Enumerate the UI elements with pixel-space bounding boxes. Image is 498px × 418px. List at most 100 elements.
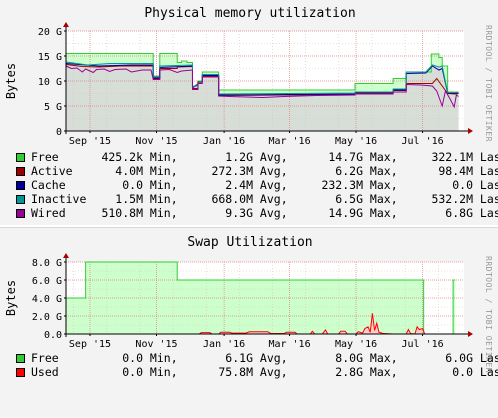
legend-min-value: 425.2k (101, 150, 143, 164)
legend-min-label: Min, (143, 192, 178, 206)
legend-name: Free (31, 351, 59, 365)
legend-last-value: 0.0 (452, 365, 473, 379)
legend-avg-value: 75.8M (218, 365, 253, 379)
chart-1-xtick-label: Mar '16 (268, 136, 310, 147)
chart-2-xtick-label: Nov '15 (135, 339, 177, 350)
legend-avg-label: Avg, (253, 164, 288, 178)
swap-graph-panel: Swap Utilization RRDTOOL / TOBI OETIKER 0.… (0, 227, 498, 418)
chart-2-watermark: RRDTOOL / TOBI OETIKER (484, 256, 493, 373)
chart-2-xtick-label: Jul '16 (401, 339, 443, 350)
legend-min-label: Min, (143, 164, 178, 178)
chart-2-ytick-label: 6.0 G (32, 276, 62, 287)
legend-last-label: Last (479, 150, 498, 164)
legend-min-value: 0.0 (122, 365, 143, 379)
legend-name: Inactive (31, 192, 87, 206)
chart-1-series-wired-line (65, 65, 459, 109)
chart-1-xtick-label: Nov '15 (135, 136, 177, 147)
legend-last-label: Last (479, 206, 498, 220)
chart-2-xtick-label: Mar '16 (268, 339, 310, 350)
legend-row-cache: Cache 0.0 Min, 2.4M Avg, 232.3M Max, 0.0 Las… (16, 178, 498, 192)
legend-max-label: Max, (363, 365, 398, 379)
legend-row-free: Free 425.2k Min, 1.2G Avg, 14.7G Max, 322.1M… (16, 150, 498, 164)
chart-1-ytick-label: 5 G (44, 102, 62, 113)
legend-last-value: 0.0 (452, 178, 473, 192)
chart-2-ylabel: Bytes (4, 280, 18, 316)
legend-row-used: Used 0.0 Min, 75.8M Avg, 2.8G Max, 0.0 Last (16, 365, 498, 379)
chart-1-x-axis-arrow (468, 128, 473, 134)
legend-max-label: Max, (363, 206, 398, 220)
legend-last-label: Last (479, 164, 498, 178)
legend-row-wired: Wired 510.8M Min, 9.3G Avg, 14.9G Max, 6.8G … (16, 206, 498, 220)
chart-1-used-area (66, 62, 459, 131)
memory-chart: Physical memory utilization RRDTOOL / TOB… (4, 6, 493, 147)
legend-last-label: Last (479, 192, 498, 206)
legend-max-value: 8.0G (335, 351, 363, 365)
chart-2-x-axis-arrow (468, 331, 473, 337)
legend-name: Cache (31, 178, 66, 192)
legend-avg-value: 9.3G (225, 206, 253, 220)
legend-avg-label: Avg, (253, 178, 288, 192)
legend-avg-value: 6.1G (225, 351, 253, 365)
legend-max-value: 6.5G (335, 192, 363, 206)
chart-1-xtick-label: Jul '16 (401, 136, 443, 147)
legend-min-value: 4.0M (115, 164, 143, 178)
memory-graph-panel: Physical memory utilization RRDTOOL / TOB… (0, 0, 498, 225)
legend-max-label: Max, (363, 178, 398, 192)
legend-max-value: 232.3M (321, 178, 363, 192)
chart-2-xtick-label: Sep '15 (69, 339, 111, 350)
legend-max-value: 14.9G (328, 206, 363, 220)
legend-swatch (16, 166, 25, 176)
legend-last-value: 6.0G (445, 351, 473, 365)
legend-last-value: 532.2M (431, 192, 473, 206)
legend-min-label: Min, (143, 365, 178, 379)
legend-name: Active (31, 164, 73, 178)
legend-name: Used (31, 365, 59, 379)
legend-avg-label: Avg, (253, 206, 288, 220)
legend-min-label: Min, (143, 150, 178, 164)
legend-avg-label: Avg, (253, 365, 288, 379)
chart-1-title: Physical memory utilization (144, 6, 355, 21)
legend-min-value: 0.0 (122, 351, 143, 365)
chart-1-watermark: RRDTOOL / TOBI OETIKER (484, 25, 493, 142)
legend-swatch (16, 208, 25, 218)
chart-2-series-used-line (66, 313, 459, 335)
legend-min-value: 510.8M (101, 206, 143, 220)
chart-1-ytick-label: 20 G (38, 27, 62, 38)
chart-1-ytick-label: 0 (56, 127, 62, 138)
legend-max-label: Max, (363, 164, 398, 178)
legend-min-label: Min, (143, 351, 178, 365)
legend-swatch (16, 180, 25, 190)
legend-max-label: Max, (363, 351, 398, 365)
legend-min-value: 1.5M (115, 192, 143, 206)
legend-row-inactive: Inactive 1.5M Min, 668.0M Avg, 6.5G Max, 532… (16, 192, 498, 206)
legend-last-label: Last (479, 178, 498, 192)
legend-row-free: Free 0.0 Min, 6.1G Avg, 8.0G Max, 6.0G Last (16, 351, 498, 365)
chart-2-xtick-label: May '16 (335, 339, 377, 350)
legend-last-label: Last (479, 365, 498, 379)
legend-max-value: 14.7G (328, 150, 363, 164)
chart-2-series-used-fill (66, 313, 459, 334)
legend-swatch (16, 353, 25, 363)
legend-last-value: 322.1M (431, 150, 473, 164)
legend-max-value: 6.2G (335, 164, 363, 178)
legend-min-label: Min, (143, 206, 178, 220)
chart-1-ytick-label: 15 G (38, 52, 62, 63)
swap-chart: Swap Utilization RRDTOOL / TOBI OETIKER 0.… (4, 235, 493, 373)
chart-2-series-free-line (66, 261, 456, 335)
legend-swatch (16, 194, 25, 204)
legend-avg-value: 1.2G (225, 150, 253, 164)
legend-swatch (16, 367, 25, 377)
legend-avg-label: Avg, (253, 351, 288, 365)
chart-1-y-axis-arrow (63, 22, 69, 27)
legend-avg-value: 668.0M (211, 192, 253, 206)
chart-2-ytick-label: 4.0 G (32, 294, 62, 305)
legend-max-label: Max, (363, 150, 398, 164)
legend-row-active: Active 4.0M Min, 272.3M Avg, 6.2G Max, 98.4M… (16, 164, 498, 178)
memory-legend: Free 425.2k Min, 1.2G Avg, 14.7G Max, 322.1M… (16, 150, 498, 220)
chart-1-series-free-line (66, 53, 459, 93)
chart-1-xtick-label: May '16 (335, 136, 377, 147)
legend-name: Free (31, 150, 59, 164)
chart-1-ylabel: Bytes (4, 63, 18, 99)
legend-max-label: Max, (363, 192, 398, 206)
legend-last-value: 98.4M (438, 164, 473, 178)
